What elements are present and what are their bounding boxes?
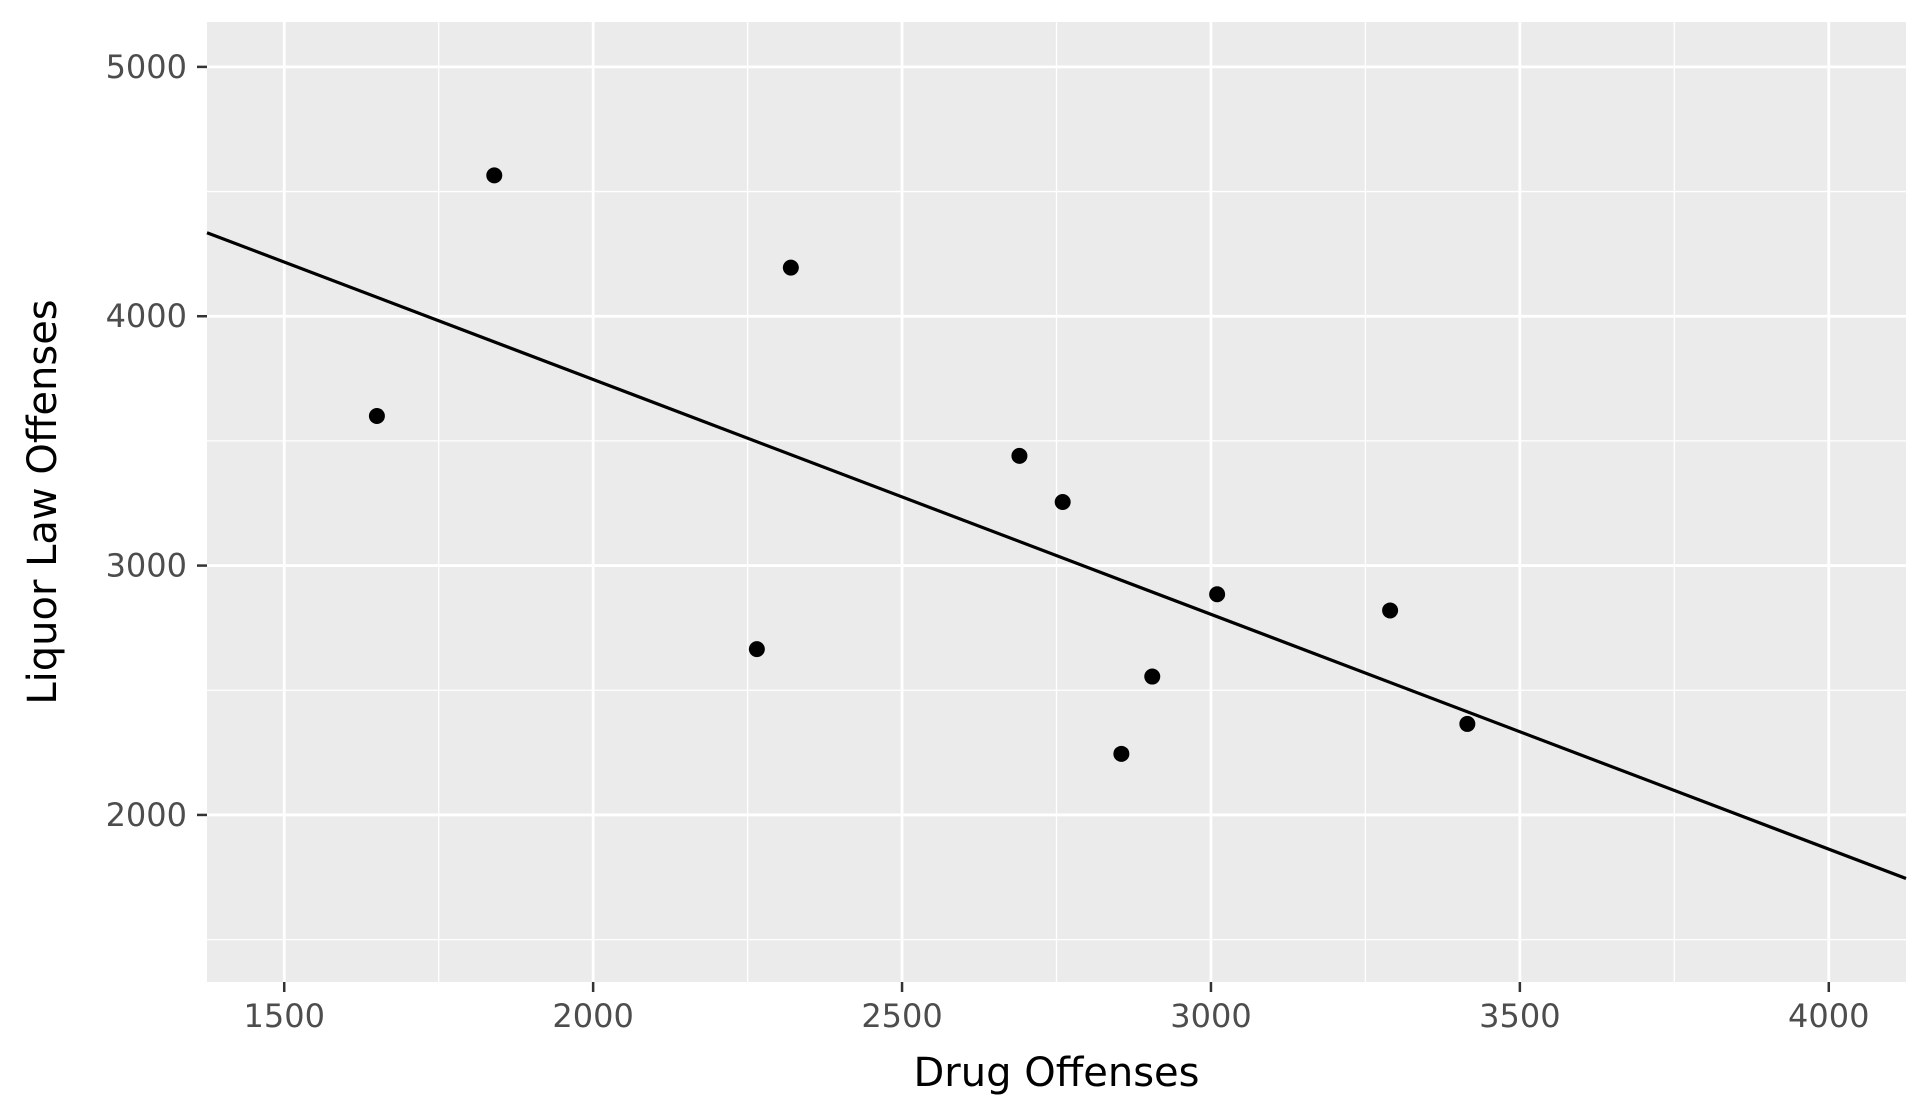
trend-line-group: [206, 231, 1907, 881]
data-point: [368, 407, 385, 424]
x-tick-label: 2500: [861, 997, 942, 1035]
x-tick-label: 3000: [1170, 997, 1251, 1035]
y-tick-label: 5000: [106, 48, 187, 86]
data-points: [368, 167, 1476, 762]
data-point: [1209, 586, 1226, 603]
x-tick-label: 4000: [1788, 997, 1869, 1035]
x-tick-label: 2000: [552, 997, 633, 1035]
data-point: [1054, 494, 1071, 510]
data-point: [486, 167, 503, 184]
x-tick-label: 3500: [1479, 997, 1560, 1035]
data-point: [1382, 602, 1399, 619]
trend-line: [206, 231, 1907, 881]
data-point: [1113, 745, 1130, 762]
x-axis-title: Drug Offenses: [914, 1050, 1200, 1096]
major-gridlines: [207, 22, 1906, 982]
data-point: [1011, 447, 1028, 464]
y-axis-title: Liquor Law Offenses: [20, 299, 66, 704]
data-point: [1144, 668, 1161, 685]
y-tick-label: 2000: [106, 796, 187, 834]
x-axis: 1500 2000 2500 3000 3500 4000: [244, 982, 1869, 1035]
y-axis: 2000 3000 4000 5000: [106, 48, 207, 834]
y-tick-label: 3000: [106, 547, 187, 585]
data-point: [1459, 715, 1476, 732]
data-point: [782, 259, 799, 276]
data-point: [748, 641, 765, 658]
x-tick-label: 1500: [244, 997, 325, 1035]
y-tick-label: 4000: [106, 297, 187, 335]
